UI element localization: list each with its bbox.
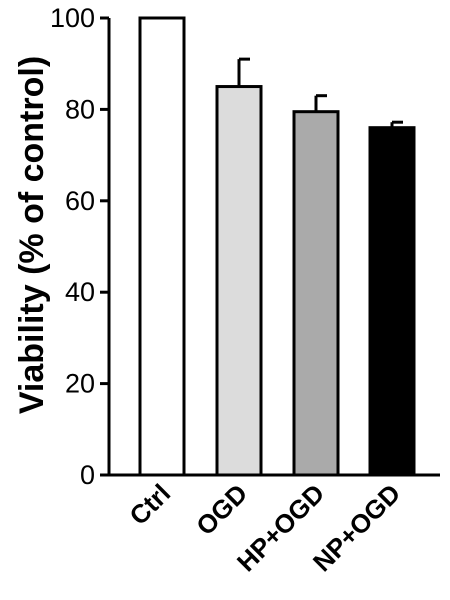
bar-ogd xyxy=(215,85,263,477)
bar-np-ogd xyxy=(368,126,416,477)
category-label: Ctrl xyxy=(123,478,176,531)
y-tick-label: 60 xyxy=(65,186,95,216)
y-tick-label: 40 xyxy=(65,277,95,307)
category-label: OGD xyxy=(190,478,253,541)
y-tick-label: 20 xyxy=(65,369,95,399)
y-axis-label: Viability (% of control) xyxy=(13,56,51,414)
y-tick-label: 0 xyxy=(80,460,95,490)
bar-hp-ogd xyxy=(292,110,340,477)
y-tick-label: 80 xyxy=(65,94,95,124)
bars-layer xyxy=(138,16,416,477)
y-tick-label: 100 xyxy=(50,3,95,33)
bar-ctrl xyxy=(138,16,186,477)
